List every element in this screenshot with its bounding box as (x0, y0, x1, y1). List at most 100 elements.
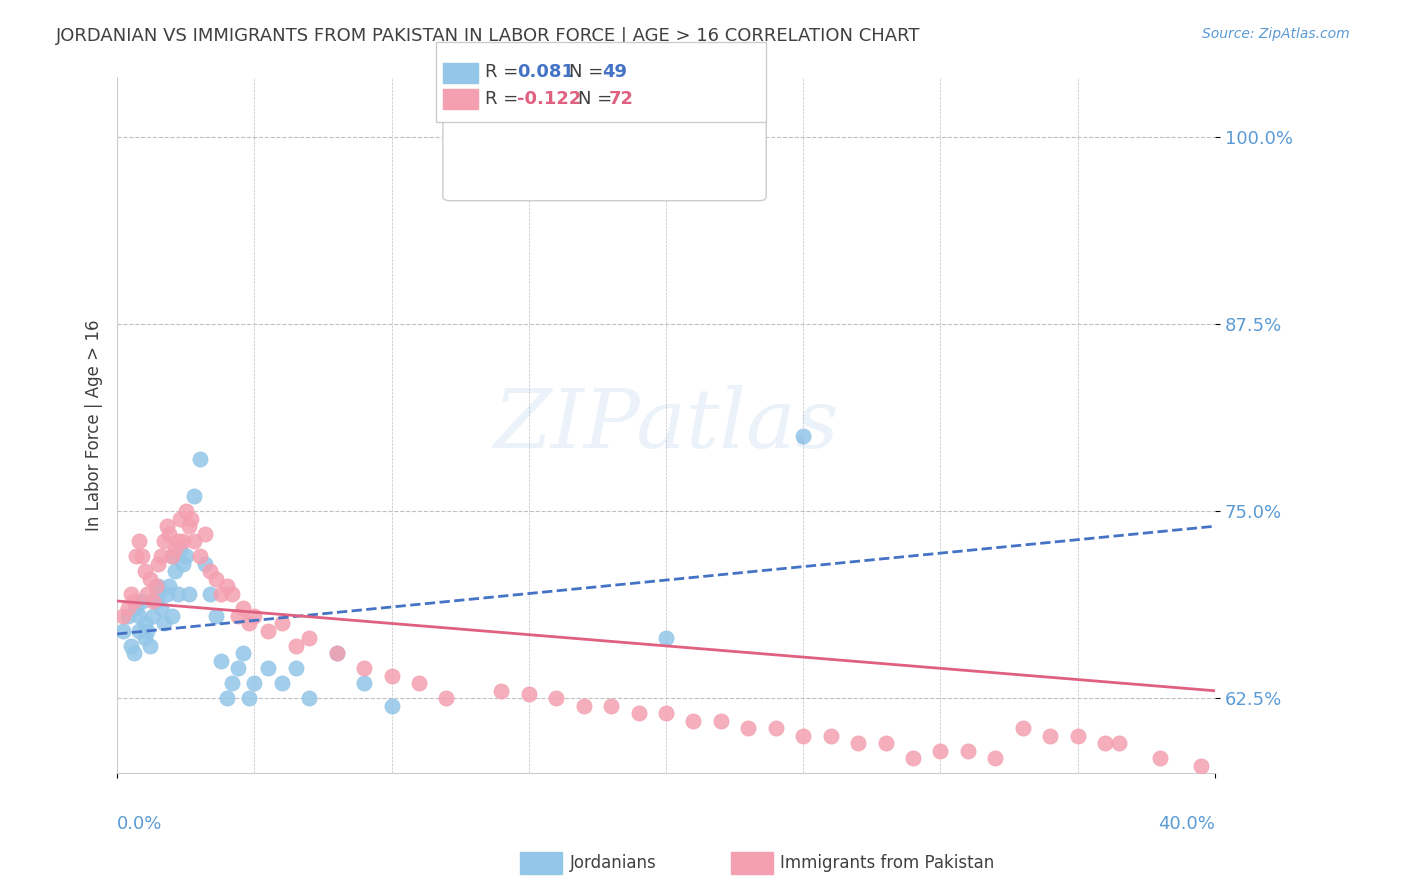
Text: 0.081: 0.081 (517, 63, 575, 81)
Point (172, 557, 194, 571)
Point (956, 743, 979, 757)
Point (221, 586, 243, 600)
Point (153, 534, 176, 549)
Text: N =: N = (569, 63, 609, 81)
Point (148, 557, 170, 571)
Point (546, 691, 568, 706)
Text: 49: 49 (602, 63, 627, 81)
Point (148, 586, 170, 600)
Point (150, 601, 173, 615)
Point (117, 609, 139, 624)
Point (180, 512, 202, 526)
Point (1108, 736, 1130, 750)
Point (131, 594, 153, 608)
Point (627, 706, 650, 721)
Point (134, 616, 156, 631)
Point (298, 691, 321, 706)
Point (238, 691, 260, 706)
Point (226, 661, 249, 675)
Point (142, 594, 165, 608)
Point (901, 751, 924, 765)
Point (270, 676, 292, 690)
Text: Immigrants from Pakistan: Immigrants from Pakistan (780, 854, 994, 871)
Point (929, 743, 952, 757)
Point (226, 609, 249, 624)
Point (211, 586, 233, 600)
Point (157, 526, 180, 541)
Point (655, 632, 678, 646)
Point (134, 632, 156, 646)
Text: Source: ZipAtlas.com: Source: ZipAtlas.com (1202, 27, 1350, 41)
Point (284, 661, 307, 675)
Point (820, 729, 842, 743)
Point (353, 661, 375, 675)
Point (298, 632, 321, 646)
Point (139, 639, 162, 653)
Text: -0.122: -0.122 (517, 90, 582, 108)
Point (148, 579, 170, 593)
Point (215, 579, 238, 593)
Point (984, 751, 1007, 765)
Point (1011, 721, 1033, 735)
Point (128, 609, 150, 624)
Point (145, 579, 167, 593)
Point (1094, 736, 1116, 750)
Point (111, 624, 134, 638)
Point (120, 639, 142, 653)
Point (174, 549, 197, 563)
Point (600, 698, 623, 713)
Point (846, 736, 869, 750)
Point (160, 549, 183, 563)
Point (1189, 758, 1212, 772)
Point (155, 586, 177, 600)
Point (188, 549, 211, 563)
Y-axis label: In Labor Force | Age > 16: In Labor Force | Age > 16 (86, 319, 103, 531)
Point (163, 564, 186, 578)
Point (353, 676, 375, 690)
Point (436, 691, 458, 706)
Point (160, 549, 183, 563)
Point (134, 564, 156, 578)
Point (128, 534, 150, 549)
Point (177, 519, 200, 533)
Point (205, 572, 228, 586)
Point (169, 541, 191, 556)
Point (325, 646, 347, 660)
Text: JORDANIAN VS IMMIGRANTS FROM PAKISTAN IN LABOR FORCE | AGE > 16 CORRELATION CHAR: JORDANIAN VS IMMIGRANTS FROM PAKISTAN IN… (56, 27, 921, 45)
Point (157, 579, 180, 593)
Point (163, 541, 186, 556)
Point (111, 609, 134, 624)
Point (243, 609, 266, 624)
Point (160, 609, 183, 624)
Text: R =: R = (485, 63, 524, 81)
Point (875, 736, 897, 750)
Point (792, 729, 814, 743)
Point (257, 624, 280, 638)
Text: 0.0%: 0.0% (117, 815, 163, 833)
Point (1149, 751, 1171, 765)
Point (243, 676, 266, 690)
Point (194, 526, 217, 541)
Point (200, 564, 222, 578)
Point (120, 586, 142, 600)
Point (655, 706, 678, 721)
Point (139, 572, 162, 586)
Point (169, 512, 191, 526)
Point (200, 586, 222, 600)
Text: R =: R = (485, 90, 524, 108)
Point (183, 489, 205, 503)
Point (117, 601, 139, 615)
Point (142, 609, 165, 624)
Point (122, 594, 145, 608)
Point (136, 586, 159, 600)
Point (1066, 729, 1088, 743)
Point (215, 691, 238, 706)
Point (737, 721, 759, 735)
Point (270, 616, 292, 631)
Point (211, 654, 233, 668)
Point (155, 519, 177, 533)
Text: ZIPatlas: ZIPatlas (494, 385, 839, 466)
Point (150, 549, 173, 563)
Point (1039, 729, 1062, 743)
Point (177, 586, 200, 600)
